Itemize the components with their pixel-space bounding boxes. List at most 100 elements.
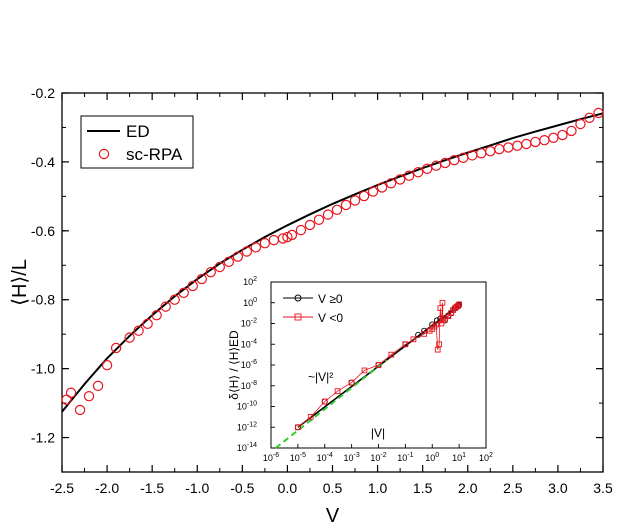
x-tick-label: 3.5 (593, 480, 613, 496)
inset-point-v-neg (436, 341, 442, 348)
inset-point-v-neg (410, 336, 417, 343)
data-point-sc-rpa (178, 287, 189, 299)
x-tick-label: 0.5 (323, 480, 343, 496)
y-axis-title: ⟨H⟩/L (9, 259, 31, 306)
data-point-sc-rpa (557, 129, 568, 141)
inset-point-v-neg (455, 303, 461, 309)
data-point-sc-rpa (223, 256, 235, 268)
legend-swatch-sc-rpa (98, 148, 110, 160)
data-point-sc-rpa (421, 163, 433, 174)
data-point-sc-rpa (259, 238, 271, 249)
data-point-sc-rpa (575, 118, 586, 130)
x-tick-label: 0.0 (278, 480, 298, 496)
data-point-sc-rpa (539, 135, 550, 146)
data-point-sc-rpa (340, 199, 352, 211)
inset-plot: 10-6 10-5 10-4 10-3 10-2 10-1 100 101 1021021001… (227, 276, 493, 463)
inset-point-v-neg (295, 424, 301, 431)
data-point-sc-rpa (503, 142, 514, 153)
inset-point-v-neg (438, 320, 445, 327)
data-point-sc-rpa (250, 242, 262, 253)
inset-point-v-neg (321, 398, 328, 405)
inset-x-tick-label: 100 (425, 452, 439, 463)
inset-y-tick-label: 10-4 (241, 338, 257, 349)
y-tick-label: -1.0 (31, 361, 55, 377)
data-point-sc-rpa (476, 148, 487, 159)
x-tick-label: -2.5 (50, 480, 74, 496)
data-point-sc-rpa (295, 224, 307, 236)
data-point-sc-rpa (232, 251, 244, 262)
data-point-sc-rpa (124, 332, 135, 343)
inset-x-tick-label: 10-5 (290, 452, 306, 463)
x-tick-label: 2.5 (503, 480, 523, 496)
inset-x-tick-exp: -2 (380, 452, 386, 459)
x-tick-label: 2.0 (458, 480, 478, 496)
x-tick-label: 1.5 (413, 480, 433, 496)
inset-point-v-neg (433, 321, 440, 328)
main-plot: -2.5 -2.0 -1.5 -1.0 -0.5 0.0 0.5 1.0 1.5 2.0 2.5 3.… (9, 85, 613, 527)
inset-point-v-neg (450, 307, 457, 313)
legend-label-ed: ED (126, 122, 150, 141)
data-point-sc-rpa (584, 112, 595, 124)
inset-x-tick-exp: -3 (354, 452, 360, 459)
data-point-sc-rpa (277, 233, 289, 244)
inset-x-tick-exp: -6 (273, 452, 279, 459)
x-tick-label: -2.0 (95, 480, 119, 496)
x-tick-label: -1.0 (185, 480, 209, 496)
inset-point-v-neg (334, 388, 341, 395)
inset-point-v-pos (421, 327, 428, 334)
inset-x-tick-exp: 1 (462, 452, 466, 459)
data-point-sc-rpa (61, 394, 72, 405)
data-point-sc-rpa (142, 318, 153, 330)
legend-box (80, 115, 194, 169)
inset-x-tick-exp: 0 (435, 452, 439, 459)
x-tick-label: 3.0 (548, 480, 568, 496)
inset-x-tick-label: 101 (452, 452, 466, 463)
y-tick-label: -0.8 (31, 292, 55, 308)
inset-y-tick-exp: -2 (251, 318, 257, 325)
inset-point-v-neg (402, 341, 409, 348)
data-point-sc-rpa (485, 146, 496, 157)
y-tick-label: -1.2 (31, 430, 55, 446)
data-point-sc-rpa (349, 195, 361, 206)
data-point-sc-rpa (169, 294, 180, 305)
inset-point-v-pos (415, 331, 422, 338)
data-point-sc-rpa (548, 132, 559, 143)
data-point-sc-rpa (512, 140, 523, 151)
data-point-sc-rpa (394, 174, 406, 185)
inset-point-v-neg (361, 367, 368, 374)
data-point-sc-rpa (331, 204, 343, 216)
inset-legend-swatch-neg (294, 313, 302, 321)
inset-x-tick-exp: 2 (489, 452, 493, 459)
y-tick-label: -0.2 (31, 85, 55, 101)
inset-point-v-neg (434, 346, 441, 353)
inset-legend: V ≥0 V <0 (283, 292, 343, 325)
inset-y-tick-label: 10-8 (241, 380, 257, 391)
x-tick-label: -0.5 (230, 480, 254, 496)
inset-annotation: ~|V|² (308, 370, 333, 384)
inset-x-tick-label: 10-6 (263, 452, 279, 463)
inset-point-v-neg (307, 414, 314, 420)
legend-label-sc-rpa: sc-RPA (126, 145, 183, 164)
inset-y-tick-exp: 0 (253, 297, 257, 304)
data-point-sc-rpa (196, 273, 207, 285)
data-point-sc-rpa (92, 380, 104, 392)
data-point-sc-rpa (65, 387, 77, 398)
inset-legend-swatch-pos (294, 294, 302, 302)
inset-y-tick-exp: -14 (247, 442, 257, 449)
data-point-sc-rpa (430, 160, 442, 171)
data-point-sc-rpa (358, 190, 370, 202)
inset-point-v-neg (421, 331, 428, 337)
inset-y-tick-exp: -12 (247, 421, 257, 428)
inset-y-axis-title: δ⟨H⟩ / ⟨H⟩ED (227, 330, 241, 400)
x-tick-label: -1.5 (140, 480, 164, 496)
data-point-sc-rpa (322, 209, 334, 220)
inset-y-tick-label: 10-2 (241, 318, 257, 329)
inset-y-tick-label: 10-6 (241, 359, 257, 370)
inset-point-v-neg (388, 351, 395, 358)
inset-y-tick-exp: -10 (247, 401, 257, 408)
inset-x-tick-exp: -4 (327, 452, 333, 459)
data-point-sc-rpa (268, 234, 280, 246)
inset-legend-label-pos: V ≥0 (318, 292, 343, 306)
data-point-sc-rpa (593, 107, 604, 119)
